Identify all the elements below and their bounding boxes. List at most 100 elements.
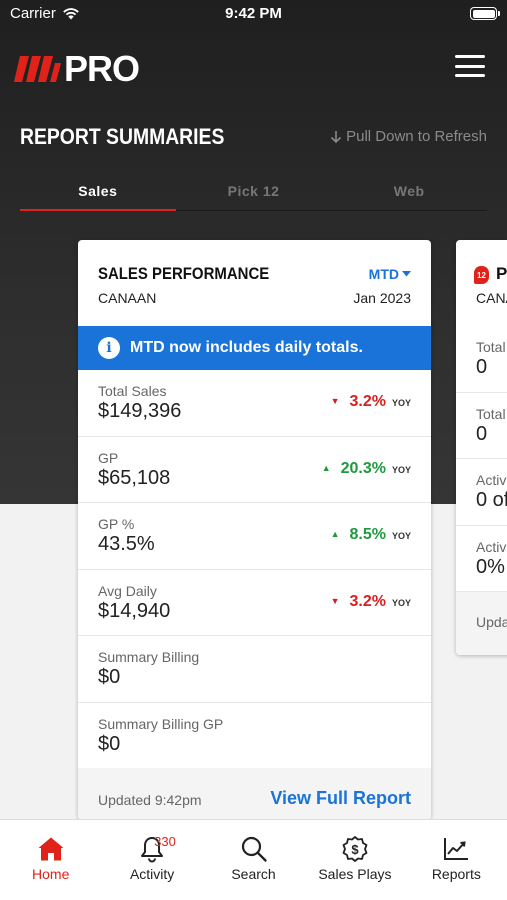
nav-reports[interactable]: Reports — [406, 820, 507, 900]
metric-value: 43.5% — [98, 533, 155, 555]
peek-row: Activ 0% — [456, 526, 507, 592]
metric-label: Summary Billing GP — [98, 715, 224, 732]
metric-label: Summary Billing — [98, 649, 200, 665]
card-date: Jan 2023 — [353, 290, 411, 306]
peek-label: Activ — [476, 472, 507, 488]
triangle-down-icon: ▼ — [330, 595, 340, 606]
tab-web[interactable]: Web — [393, 183, 425, 199]
peek-value: 0 of — [476, 489, 507, 511]
tab-pick-12[interactable]: Pick 12 — [227, 183, 280, 199]
triangle-down-icon: ▼ — [330, 396, 340, 406]
metric-row-gp[interactable]: GP $65,108 ▲ 20.3% YOY — [78, 437, 431, 503]
home-icon — [36, 834, 66, 864]
page-title: REPORT SUMMARIES — [20, 124, 225, 149]
bottom-tab-bar: Home 330 Activity Search $ Sales Plays — [0, 819, 507, 900]
status-bar: Carrier 9:42 PM — [0, 0, 507, 28]
nav-search[interactable]: Search — [203, 820, 304, 900]
metric-row-summary-billing-gp[interactable]: Summary Billing GP $0 — [78, 703, 431, 769]
metric-label: GP — [98, 449, 119, 466]
metric-row-avg-daily[interactable]: Avg Daily $14,940 ▼ 3.2% YOY — [78, 570, 431, 636]
change-value: 3.2% — [349, 393, 386, 410]
peek-value: 0% — [476, 555, 505, 578]
clock: 9:42 PM — [225, 5, 282, 22]
app-logo: PRO — [14, 48, 140, 90]
metric-label: Avg Daily — [98, 582, 157, 599]
metric-row-total-sales[interactable]: Total Sales $149,396 ▼ 3.2% YOY — [78, 370, 431, 437]
peek-card-title: PI — [496, 264, 507, 283]
dollar-badge-icon: $ — [340, 834, 370, 864]
menu-line — [455, 74, 485, 77]
metric-label: GP % — [98, 516, 135, 532]
yoy-label: YOY — [391, 398, 411, 408]
metric-change: ▲ 20.3% YOY — [322, 460, 411, 478]
pick-12-card-preview[interactable]: 12 PI CANA Total 0 Total 0 Activ 0 of Ac… — [456, 240, 507, 655]
peek-row: Total 0 — [456, 326, 507, 393]
metric-change: ▼ 3.2% YOY — [331, 593, 411, 611]
refresh-hint-label: Pull Down to Refresh — [346, 128, 487, 145]
nav-sales-plays[interactable]: $ Sales Plays — [304, 820, 405, 900]
peek-updated: Upda — [476, 614, 507, 630]
view-full-report-link[interactable]: View Full Report — [270, 788, 411, 808]
change-value: 8.5% — [349, 526, 386, 543]
metric-value: $14,940 — [98, 599, 171, 622]
card-footer: Updated 9:42pm View Full Report — [78, 768, 431, 820]
nav-label: Home — [32, 866, 70, 882]
sales-performance-card: SALES PERFORMANCE CANAAN MTD Jan 2023 i … — [78, 240, 431, 820]
wifi-icon — [63, 8, 79, 20]
period-label: MTD — [368, 266, 399, 282]
metric-value: $0 — [98, 666, 121, 688]
metric-value: $65,108 — [98, 466, 171, 489]
bell-icon — [137, 834, 167, 864]
card-header: SALES PERFORMANCE CANAAN MTD Jan 2023 — [78, 240, 431, 326]
nav-label: Activity — [129, 866, 175, 882]
carrier-label: Carrier — [10, 5, 56, 22]
peek-card-footer: Upda — [456, 592, 507, 655]
nav-activity[interactable]: 330 Activity — [101, 820, 202, 900]
metric-row-gp-percent[interactable]: GP % 43.5% ▲ 8.5% YOY — [78, 503, 431, 570]
card-location: CANAAN — [98, 290, 157, 306]
peek-value: 0 — [476, 422, 488, 445]
menu-line — [455, 64, 485, 68]
yoy-label: YOY — [391, 531, 411, 541]
updated-timestamp: Updated 9:42pm — [98, 792, 202, 808]
hamburger-menu-button[interactable] — [455, 55, 485, 77]
search-icon — [239, 834, 269, 864]
nav-label: Reports — [431, 866, 481, 882]
yoy-label: YOY — [391, 597, 411, 608]
yoy-label: YOY — [391, 464, 411, 475]
peek-label: Total — [476, 405, 506, 422]
peek-row: Activ 0 of — [456, 459, 507, 526]
menu-line — [455, 55, 485, 58]
metric-label: Total Sales — [98, 383, 167, 399]
chart-icon — [441, 834, 471, 864]
chevron-down-icon — [402, 271, 411, 277]
notification-count-badge: 330 — [154, 834, 176, 849]
triangle-up-icon: ▲ — [321, 462, 331, 473]
logo-text: PRO — [64, 48, 140, 89]
triangle-up-icon: ▲ — [330, 529, 340, 539]
logo-stripes-icon — [14, 56, 61, 82]
carrier: Carrier — [10, 5, 80, 22]
nav-home[interactable]: Home — [0, 820, 101, 900]
report-tabs: Sales Pick 12 Web — [20, 181, 487, 211]
info-icon: i — [98, 337, 120, 359]
pick-12-badge-icon: 12 — [474, 266, 489, 284]
battery-icon — [470, 7, 500, 20]
peek-row: Total 0 — [456, 393, 507, 459]
metric-change: ▲ 8.5% YOY — [331, 526, 411, 544]
peek-label: Activ — [476, 538, 507, 555]
tab-sales[interactable]: Sales — [20, 181, 176, 211]
nav-label: Sales Plays — [318, 866, 392, 882]
metric-value: $149,396 — [98, 400, 182, 422]
info-banner: i MTD now includes daily totals. — [78, 326, 431, 370]
change-value: 20.3% — [340, 459, 386, 477]
banner-text: MTD now includes daily totals. — [130, 339, 363, 356]
metric-row-summary-billing[interactable]: Summary Billing $0 — [78, 636, 431, 703]
pull-to-refresh-hint: Pull Down to Refresh — [330, 128, 487, 145]
period-dropdown[interactable]: MTD — [369, 266, 411, 282]
metric-change: ▼ 3.2% YOY — [331, 393, 411, 411]
peek-card-location: CANA — [476, 290, 507, 306]
peek-card-header: 12 PI CANA — [456, 240, 507, 326]
arrow-down-icon — [331, 130, 342, 143]
change-value: 3.2% — [349, 592, 386, 610]
